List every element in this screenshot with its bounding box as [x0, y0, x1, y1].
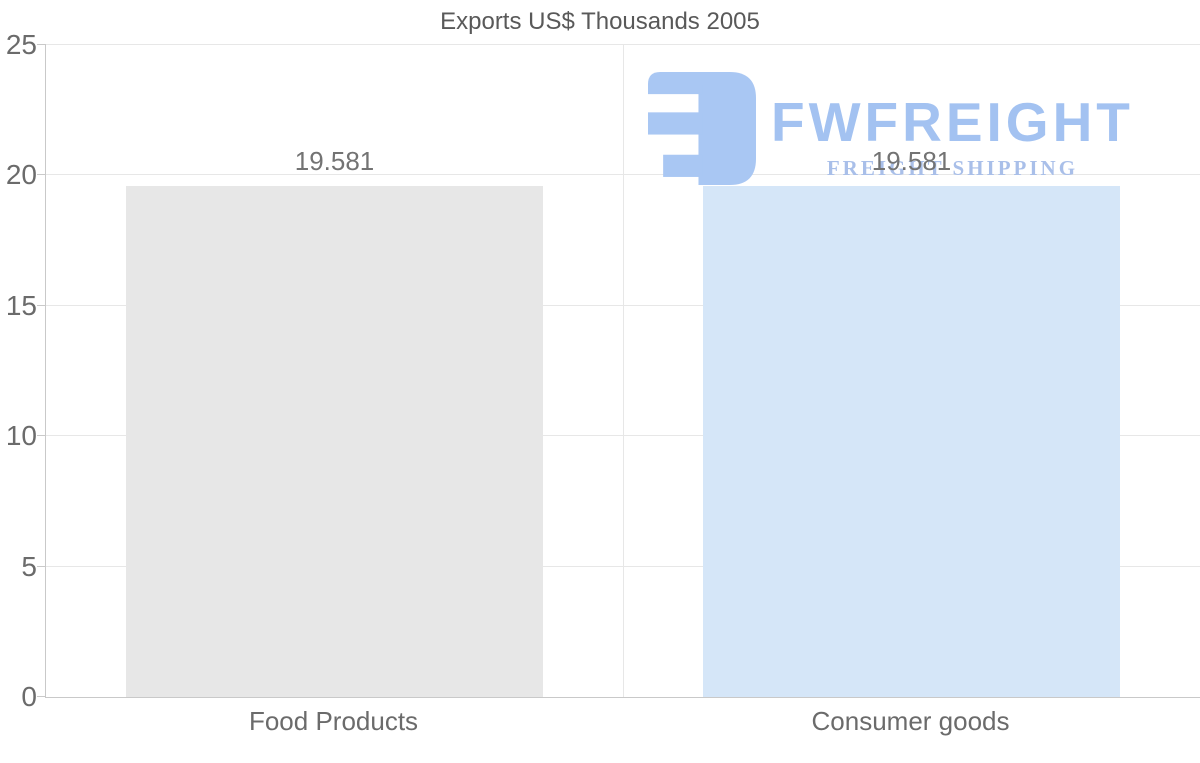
y-tick-label-20: 20 — [5, 159, 37, 191]
gridline-y-25 — [46, 44, 1200, 45]
y-tick-label-25: 25 — [5, 29, 37, 60]
watermark-tagline: FREIGHT SHIPPING — [826, 156, 1079, 180]
bar-consumer-goods[interactable] — [703, 186, 1120, 697]
bar-value-label-food-products: 19.581 — [294, 146, 375, 177]
watermark-brand: FWFREIGHT — [771, 91, 1134, 153]
y-tick-mark-10 — [37, 435, 46, 437]
y-tick-label-5: 5 — [21, 550, 37, 582]
y-tick-label-0: 0 — [21, 681, 37, 712]
y-tick-mark-20 — [37, 174, 46, 176]
watermark-text: FWFREIGHT FREIGHT SHIPPING — [771, 70, 1134, 181]
chart-title: Exports US$ Thousands 2005 — [440, 8, 760, 35]
y-tick-mark-15 — [37, 304, 46, 306]
y-tick-mark-5 — [37, 565, 46, 567]
y-tick-mark-25 — [37, 44, 46, 45]
fwfreight-logo-icon — [648, 71, 756, 186]
category-label-consumer-goods: Consumer goods — [811, 706, 1010, 736]
bar-value-label-consumer-goods: 19.581 — [871, 146, 952, 177]
plot-area: 19.581 19.581 — [37, 44, 1200, 698]
y-tick-mark-0 — [37, 696, 46, 697]
y-tick-label-15: 15 — [5, 289, 37, 321]
watermark: FWFREIGHT FREIGHT SHIPPING — [648, 70, 1134, 187]
category-band-consumer-goods: 19.581 — [623, 45, 1200, 697]
category-label-food-products: Food Products — [248, 706, 419, 736]
x-axis-labels: Food Products Consumer goods — [45, 706, 1199, 737]
y-axis-labels: 0 5 10 15 20 25 — [0, 31, 37, 711]
bar-food-products[interactable] — [126, 186, 543, 697]
gridline-category-divider — [623, 45, 624, 697]
y-tick-label-10: 10 — [5, 420, 37, 452]
category-band-food-products: 19.581 — [46, 45, 623, 697]
